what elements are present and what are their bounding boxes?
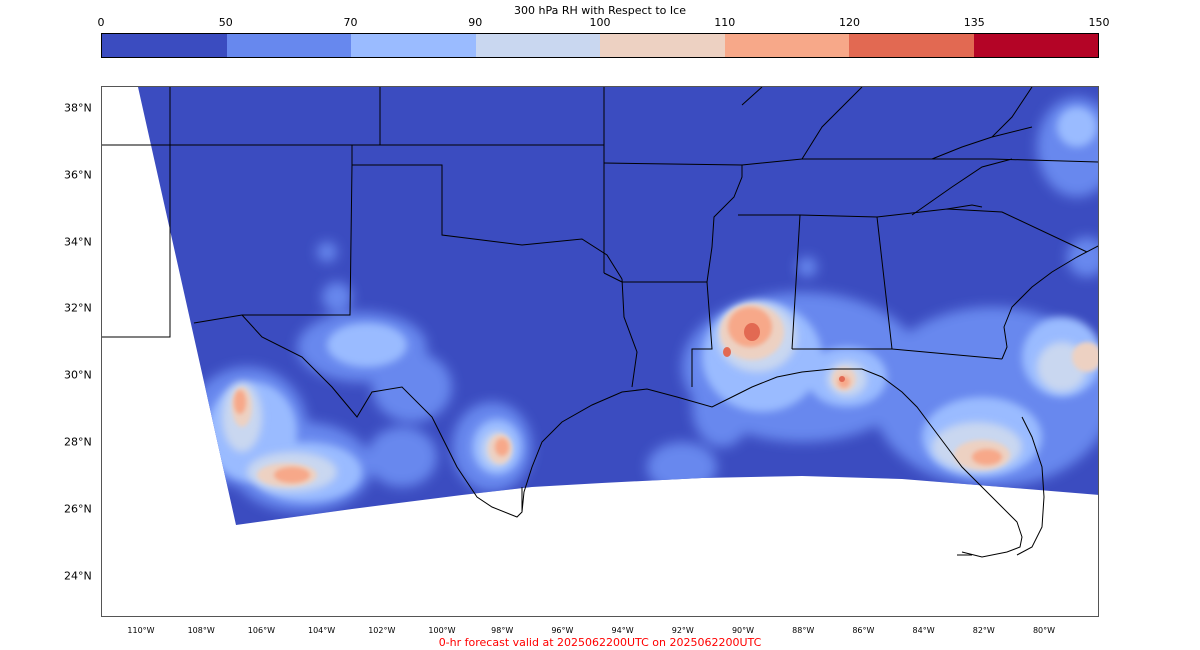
colorbar-tick-label: 100: [589, 16, 611, 29]
longitude-label: 106°W: [247, 626, 275, 635]
longitude-label: 98°W: [491, 626, 514, 635]
colorbar-segment: [973, 34, 1098, 57]
latitude-label: 32°N: [64, 301, 92, 315]
colorbar-tick-label: 150: [1088, 16, 1110, 29]
rh-map: [102, 87, 1098, 558]
latitude-label: 24°N: [64, 569, 92, 583]
political-boundaries: [102, 87, 1098, 558]
longitude-label: 86°W: [852, 626, 875, 635]
latitude-label: 34°N: [64, 235, 92, 249]
colorbar-segment: [475, 34, 600, 57]
longitude-label: 108°W: [187, 626, 215, 635]
colorbar-tick-label: 70: [343, 16, 358, 29]
colorbar-title: 300 hPa RH with Respect to Ice: [514, 4, 686, 17]
colorbar: [101, 33, 1099, 58]
longitude-label: 94°W: [611, 626, 634, 635]
colorbar-tick-label: 90: [468, 16, 483, 29]
colorbar-tick-label: 110: [714, 16, 736, 29]
longitude-label: 104°W: [308, 626, 336, 635]
longitude-label: 96°W: [551, 626, 574, 635]
rh-120-135-areas: [723, 323, 845, 382]
colorbar-segment: [600, 34, 725, 57]
colorbar-segment: [849, 34, 974, 57]
longitude-label: 84°W: [912, 626, 935, 635]
longitude-label: 100°W: [428, 626, 456, 635]
colorbar-tick-label: 50: [218, 16, 233, 29]
longitude-label: 92°W: [671, 626, 694, 635]
rh-field: [187, 97, 1098, 512]
colorbar-segment: [226, 34, 351, 57]
colorbar-tick-label: 135: [963, 16, 985, 29]
forecast-valid-caption: 0-hr forecast valid at 2025062200UTC on …: [438, 636, 762, 649]
latitude-label: 36°N: [64, 168, 92, 182]
latitude-label: 26°N: [64, 502, 92, 516]
longitude-label: 110°W: [127, 626, 155, 635]
longitude-label: 80°W: [1032, 626, 1056, 635]
colorbar-segment: [102, 34, 227, 57]
longitude-label: 82°W: [972, 626, 995, 635]
longitude-label: 88°W: [792, 626, 815, 635]
latitude-label: 30°N: [64, 368, 92, 382]
map-panel: [101, 86, 1099, 617]
longitude-label: 102°W: [368, 626, 396, 635]
colorbar-tick-label: 0: [97, 16, 105, 29]
colorbar-tick-label: 120: [839, 16, 860, 29]
colorbar-segment: [351, 34, 476, 57]
longitude-label: 90°W: [731, 626, 755, 635]
latitude-label: 28°N: [64, 435, 92, 449]
latitude-label: 38°N: [64, 101, 92, 115]
colorbar-segment: [724, 34, 849, 57]
